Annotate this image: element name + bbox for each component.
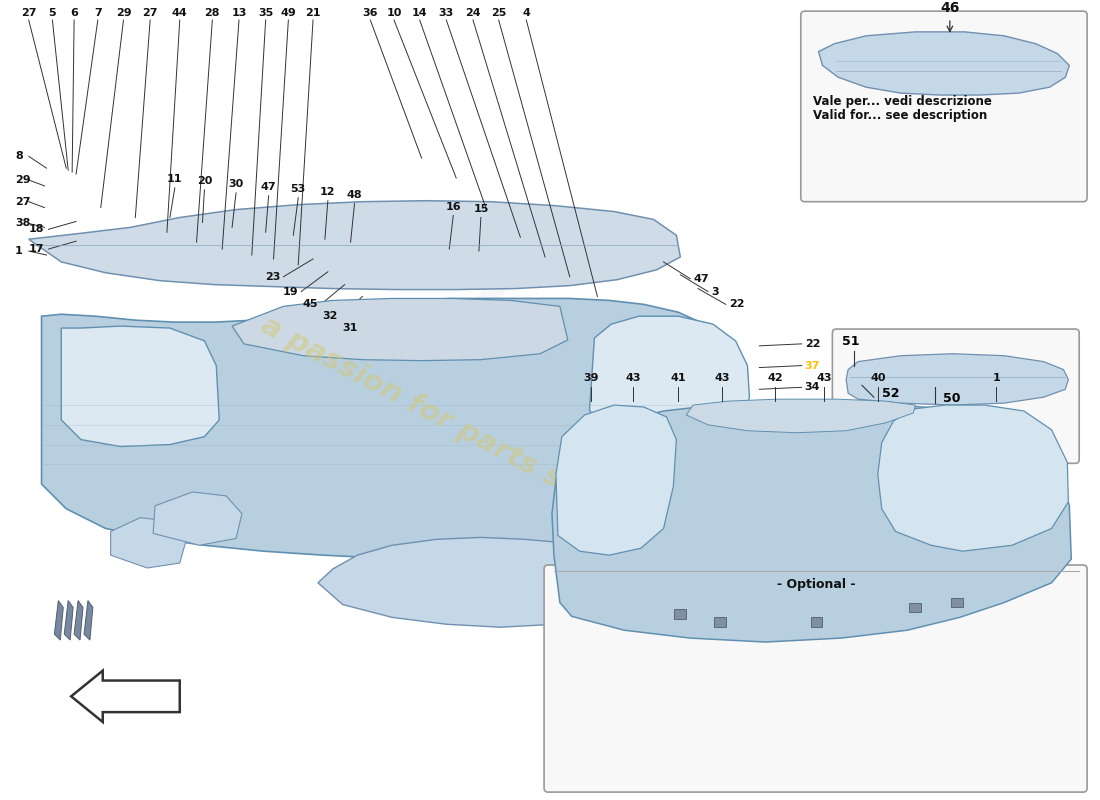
Text: 22: 22 [728,299,745,310]
Text: 31: 31 [342,323,358,333]
Text: 36: 36 [363,8,378,18]
FancyBboxPatch shape [544,565,1087,792]
Polygon shape [153,492,242,546]
Text: 24: 24 [465,8,481,18]
Text: 17: 17 [29,244,44,254]
Text: 38: 38 [15,218,31,229]
Text: 1: 1 [992,374,1000,383]
Text: 14: 14 [805,426,821,436]
Text: 30: 30 [229,179,244,189]
Text: 48: 48 [346,190,362,200]
Text: 34: 34 [805,382,821,392]
Text: 52: 52 [882,387,900,400]
Text: 1985: 1985 [408,258,751,513]
Polygon shape [617,573,749,672]
Polygon shape [818,32,1069,95]
Text: 41: 41 [671,374,686,383]
Text: 25: 25 [491,8,506,18]
Bar [674,610,686,619]
Polygon shape [111,518,187,568]
Text: 35: 35 [258,8,273,18]
Text: Valid for... see description: Valid for... see description [813,109,987,122]
Text: 40: 40 [870,374,886,383]
Polygon shape [29,201,680,290]
Text: 2: 2 [805,471,813,481]
Text: 28: 28 [205,8,220,18]
Text: 49: 49 [280,8,296,18]
Text: 20: 20 [197,176,212,186]
Polygon shape [74,601,82,640]
Text: 12: 12 [320,186,336,197]
Polygon shape [318,538,624,627]
Text: 53: 53 [290,184,306,194]
Text: 1: 1 [15,246,23,256]
Text: 37: 37 [805,361,821,370]
Text: 22: 22 [805,339,821,349]
Polygon shape [84,601,92,640]
Bar [950,598,962,607]
Polygon shape [657,638,752,702]
Text: 4: 4 [522,8,530,18]
Text: 6: 6 [70,8,78,18]
Text: 5: 5 [48,8,56,18]
Text: 29: 29 [116,8,131,18]
Polygon shape [552,403,1071,642]
Polygon shape [846,354,1068,405]
Bar [714,618,726,627]
Text: 43: 43 [714,374,729,383]
Text: 21: 21 [306,8,321,18]
Polygon shape [42,298,752,559]
Text: 39: 39 [584,374,600,383]
Text: 3: 3 [711,286,718,297]
FancyBboxPatch shape [801,11,1087,202]
FancyBboxPatch shape [833,329,1079,463]
Text: 11: 11 [167,174,183,184]
Text: 23: 23 [265,272,280,282]
Polygon shape [54,601,64,640]
Text: 18: 18 [29,224,44,234]
Text: 51: 51 [843,335,860,348]
Text: 50: 50 [943,392,960,405]
Text: 27: 27 [15,197,31,206]
Bar [811,618,823,627]
Text: 8: 8 [15,151,23,162]
Text: 47: 47 [693,274,708,284]
Text: 32: 32 [322,311,338,322]
Text: 10: 10 [386,8,402,18]
Text: 29: 29 [15,175,31,185]
Text: a passion for parts since 1985: a passion for parts since 1985 [255,311,706,568]
Text: 43: 43 [625,374,640,383]
Text: 44: 44 [172,8,188,18]
Text: 7: 7 [94,8,101,18]
Polygon shape [686,399,915,433]
Text: - Optional -: - Optional - [778,578,856,591]
Text: 19: 19 [283,286,298,297]
Polygon shape [878,405,1068,551]
Polygon shape [232,298,568,361]
Text: 42: 42 [768,374,783,383]
Text: 16: 16 [446,202,461,211]
Text: 46: 46 [940,1,959,15]
Polygon shape [556,405,676,555]
Text: 14: 14 [411,8,428,18]
Text: 15: 15 [473,203,488,214]
Polygon shape [64,601,73,640]
Text: 26: 26 [805,404,821,414]
Text: 13: 13 [231,8,246,18]
Polygon shape [590,316,749,445]
Text: 9: 9 [805,450,813,459]
FancyArrow shape [72,670,179,722]
Text: 33: 33 [439,8,454,18]
Text: Vale per... vedi descrizione: Vale per... vedi descrizione [813,95,991,108]
Text: 27: 27 [142,8,158,18]
Text: 47: 47 [261,182,276,192]
Text: 27: 27 [21,8,36,18]
Bar [910,602,921,613]
Polygon shape [62,326,219,446]
Text: 45: 45 [302,299,318,310]
Text: 43: 43 [816,374,833,383]
